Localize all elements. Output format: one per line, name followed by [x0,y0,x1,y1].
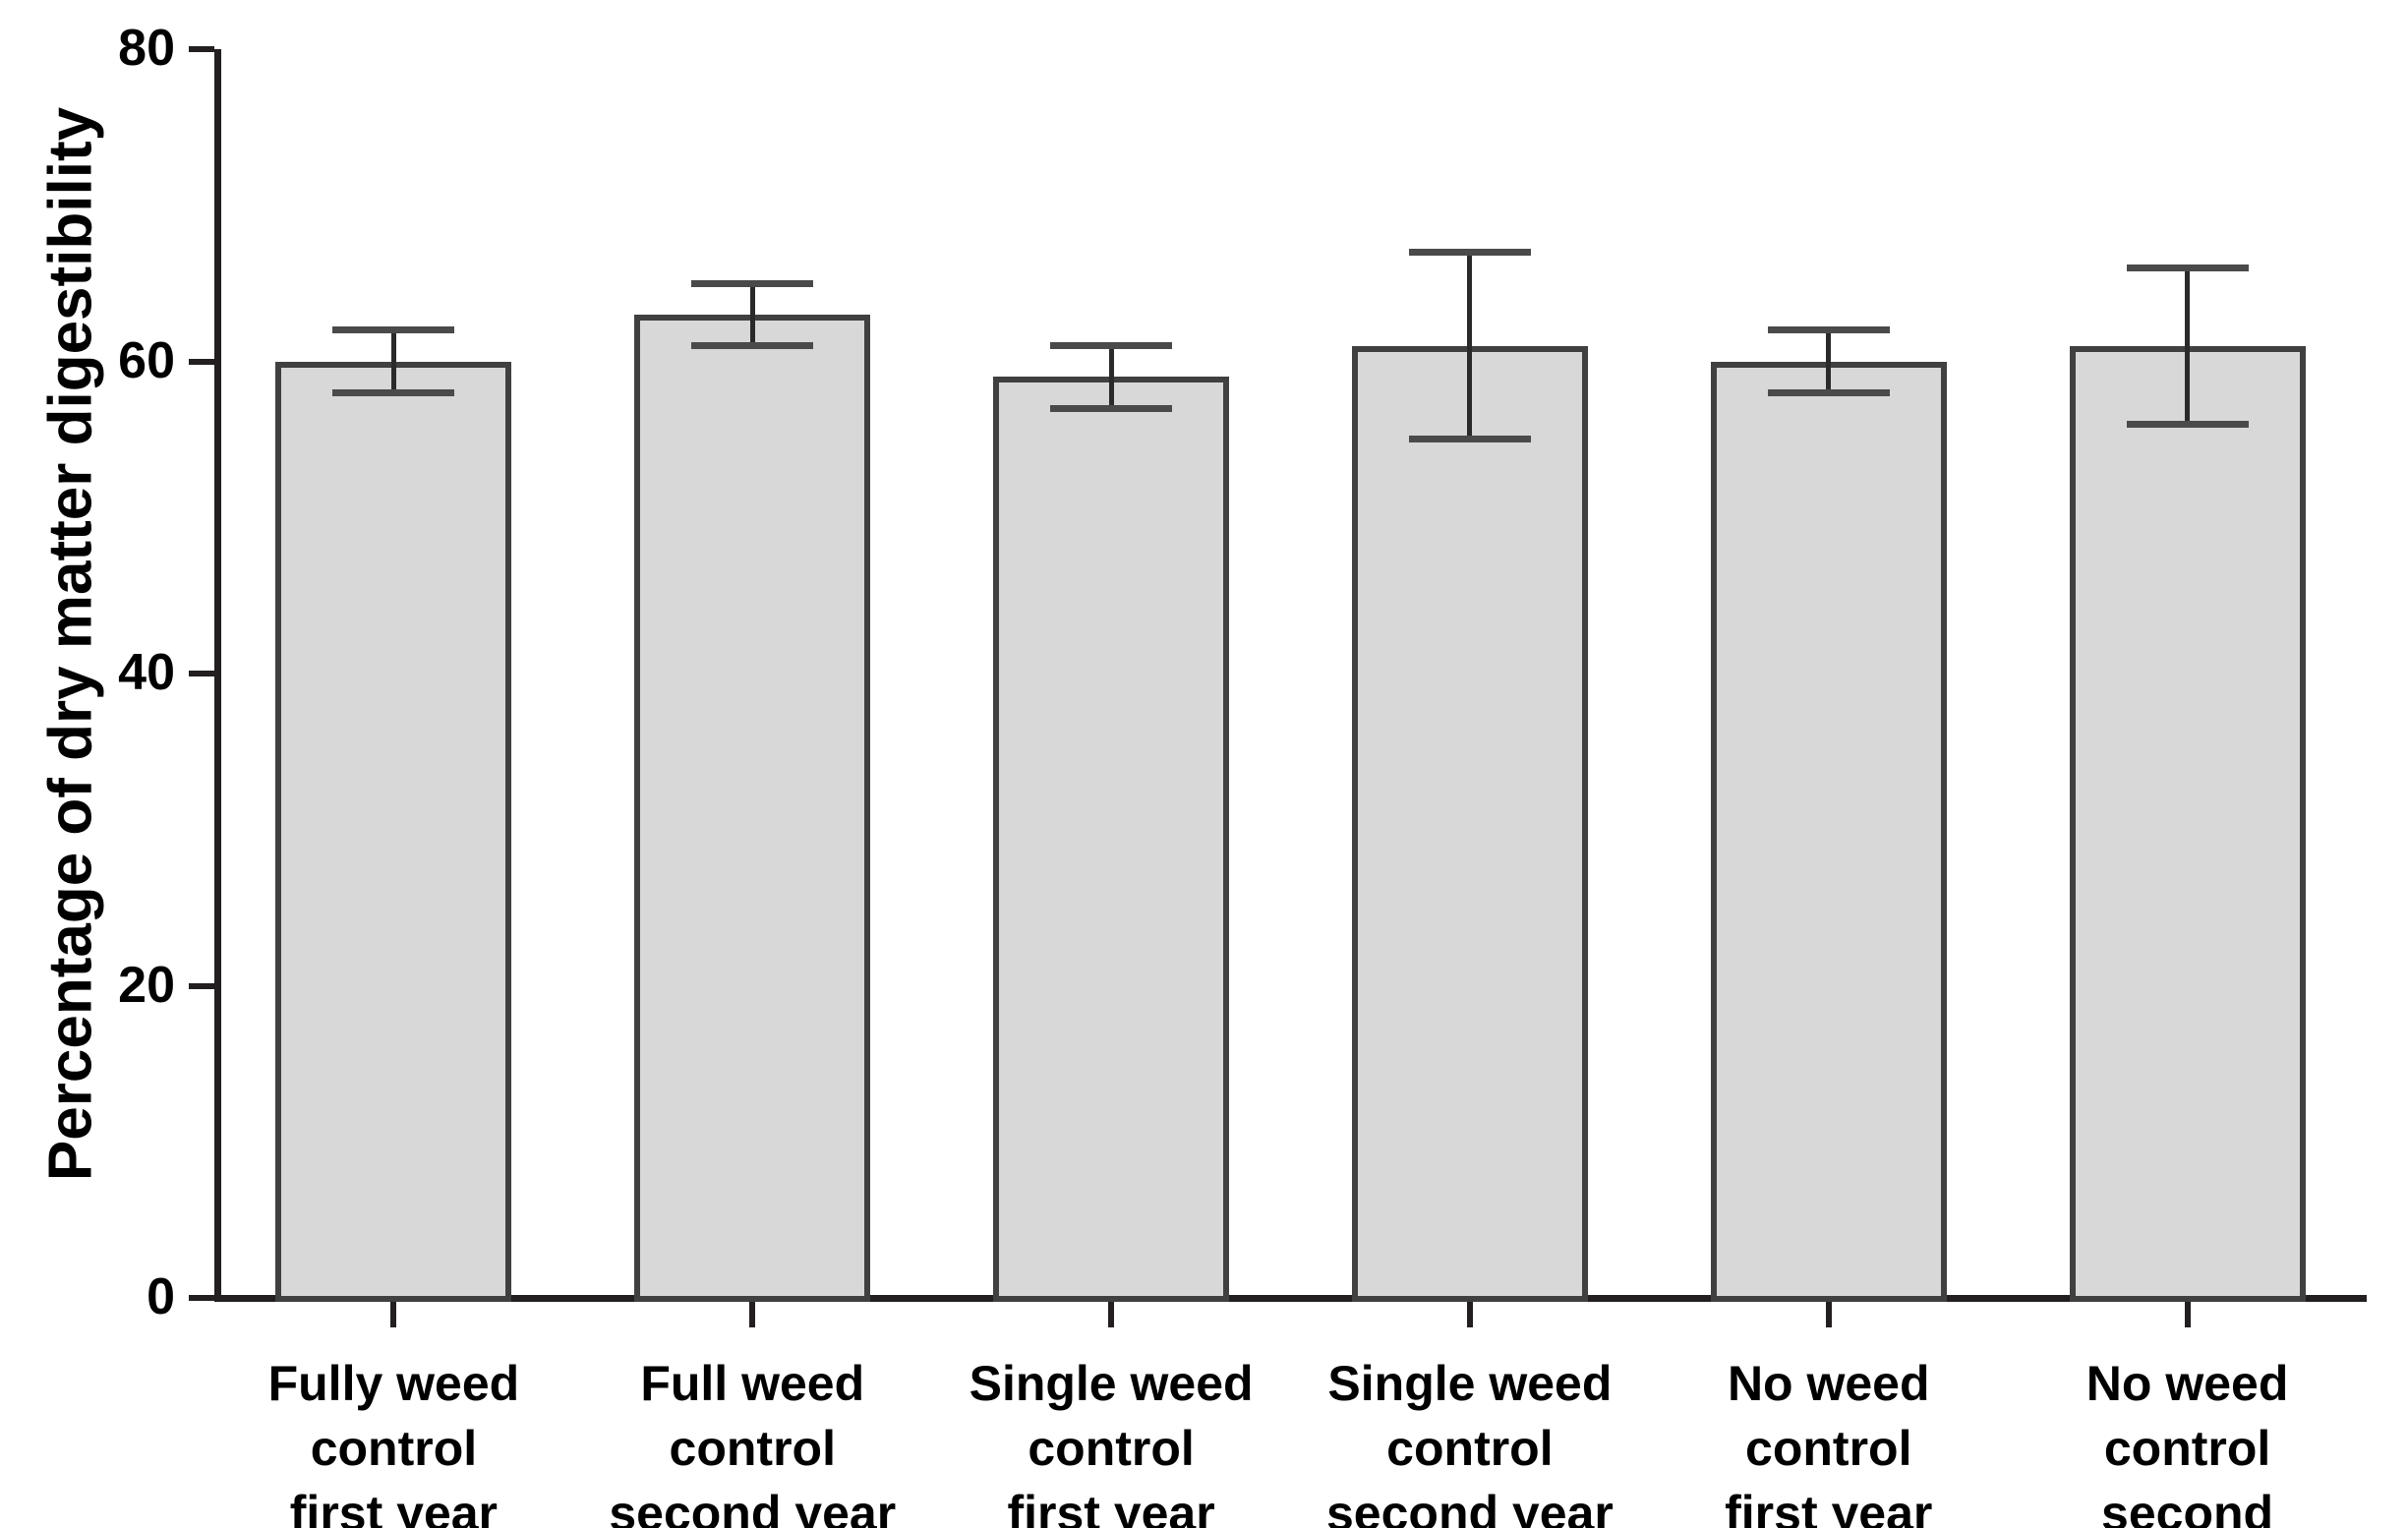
error-bar-lower-cap [1050,404,1173,412]
x-axis-category-label: Full weed control second year [609,1356,897,1528]
error-bar [1108,345,1114,409]
y-axis-tick-label: 20 [118,956,175,1014]
error-bar-lower-cap [332,388,455,396]
error-bar [749,283,755,346]
error-bar-lower-cap [2126,420,2249,428]
y-axis-tick [189,1295,214,1301]
y-axis-tick [189,358,214,365]
error-bar-lower-cap [691,342,814,350]
x-axis-tick [1466,1302,1473,1327]
bar [634,314,871,1302]
error-bar-upper-cap [1408,248,1531,256]
error-bar [2185,267,2191,424]
error-bar-lower-cap [1767,388,1890,396]
x-axis-category-label: Fully weed control first year [267,1356,520,1528]
x-axis-tick [1825,1302,1832,1327]
x-axis-tick [390,1302,397,1327]
bar [1710,361,1947,1302]
y-axis-tick [189,46,214,52]
bar [1351,345,1588,1302]
error-bar [390,329,396,393]
x-axis-category-label: Single weed control second year [1325,1356,1614,1528]
error-bar-upper-cap [2126,264,2249,271]
error-bar [1467,252,1473,440]
y-axis-tick-label: 60 [118,331,175,389]
x-axis-category-label: No weed control first year [1725,1356,1933,1528]
error-bar-upper-cap [691,279,814,287]
bar [275,361,512,1302]
x-axis-category-label: Single weed control first year [969,1356,1254,1528]
error-bar-upper-cap [1767,326,1890,334]
error-bar-upper-cap [1050,342,1173,350]
y-axis-tick-label: 0 [147,1267,175,1325]
bar [993,377,1230,1302]
x-axis-tick [2184,1302,2191,1327]
error-bar [1826,329,1832,393]
x-axis-line [214,1295,2367,1302]
x-axis-tick [749,1302,756,1327]
x-axis-category-label: No weed control second year [2085,1356,2289,1528]
y-axis-tick [189,982,214,989]
x-axis-tick [1108,1302,1115,1327]
y-axis-line [214,49,221,1302]
y-axis-tick-label: 40 [118,643,175,701]
error-bar-upper-cap [332,326,455,334]
bar [2069,345,2306,1302]
y-axis-tick-label: 80 [118,19,175,77]
y-axis-tick [189,671,214,676]
error-bar-lower-cap [1408,436,1531,443]
